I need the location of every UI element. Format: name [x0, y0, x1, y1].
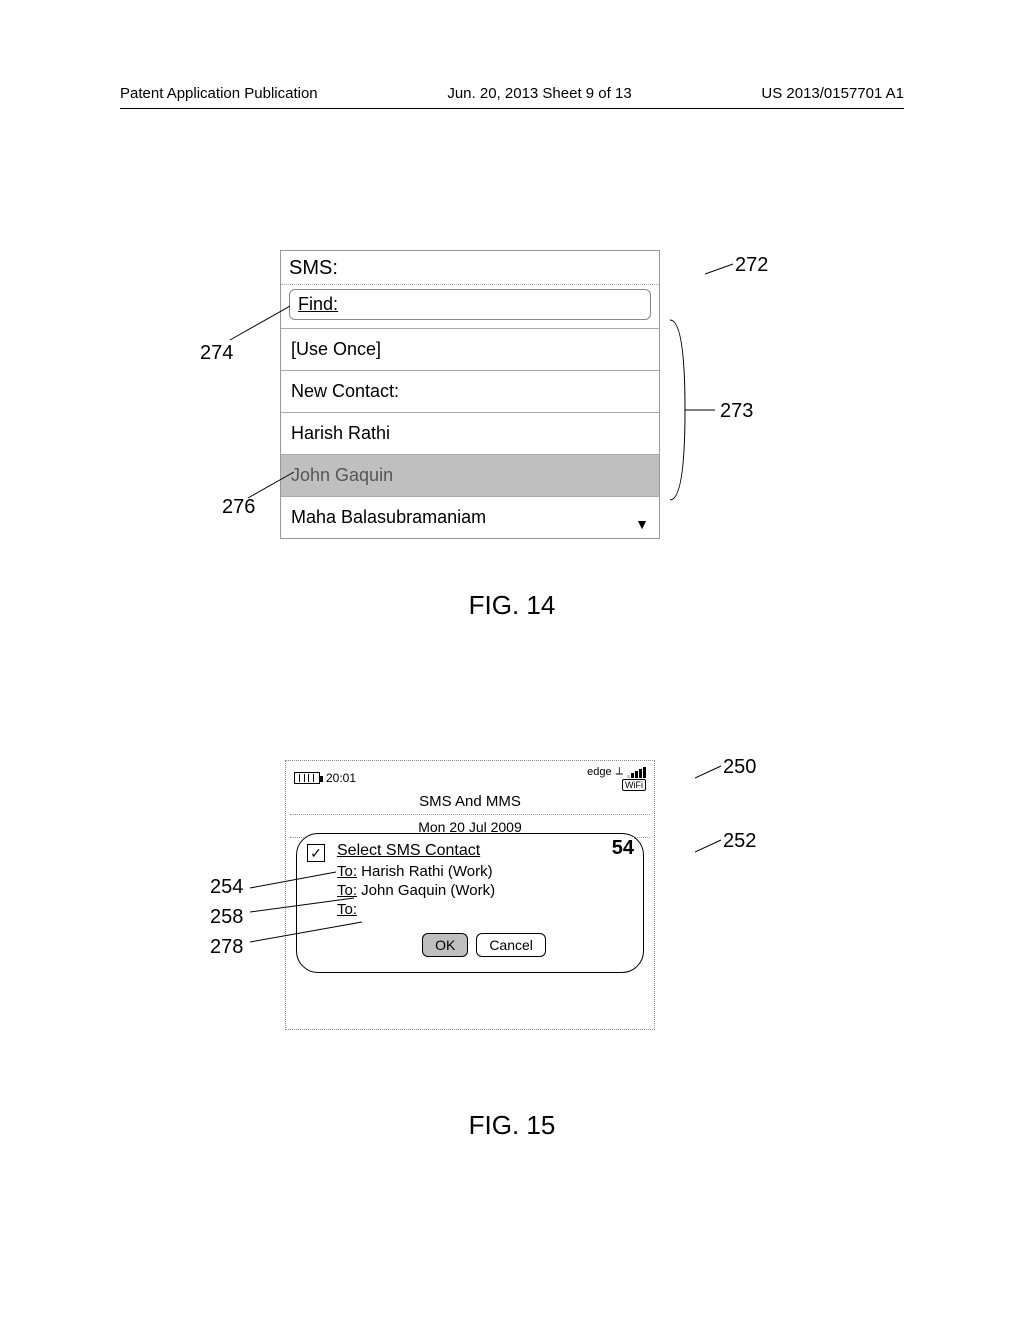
screen-title: SMS And MMS — [286, 791, 654, 814]
ref-274-label: 274 — [200, 342, 233, 365]
fig14-window: SMS: Find: [Use Once] New Contact: Haris… — [280, 250, 660, 539]
option-new-contact[interactable]: New Contact: — [281, 370, 659, 412]
ref-272-label: 272 — [735, 254, 768, 277]
option-contact-2-selected[interactable]: John Gaquin — [281, 454, 659, 496]
to-prefix-1: To: — [337, 863, 357, 880]
ok-button[interactable]: OK — [422, 933, 468, 957]
ref-278-label: 278 — [210, 936, 243, 959]
option-use-once[interactable]: [Use Once] — [281, 328, 659, 370]
signal-icon — [627, 766, 646, 778]
ref-250-label: 250 — [723, 756, 756, 779]
option-contact-1[interactable]: Harish Rathi — [281, 412, 659, 454]
recipient-line-1: To: Harish Rathi (Work) — [337, 862, 631, 881]
recipient-line-2: To: John Gaquin (Work) — [337, 881, 631, 900]
fig14-caption: FIG. 14 — [0, 590, 1024, 621]
header-rule — [120, 108, 904, 109]
ref-54-overlap: 54 — [612, 837, 634, 860]
sms-label: SMS: — [281, 251, 659, 285]
status-time: 20:01 — [326, 771, 356, 785]
header-left: Patent Application Publication — [120, 85, 318, 102]
header-right: US 2013/0157701 A1 — [761, 85, 904, 102]
status-network: edge — [587, 766, 611, 778]
cancel-button[interactable]: Cancel — [476, 933, 546, 957]
find-input[interactable]: Find: — [289, 289, 651, 320]
battery-icon — [294, 772, 320, 784]
antenna-icon: ⟂ — [616, 765, 623, 778]
option-contact-3[interactable]: Maha Balasubramaniam ▼ — [281, 496, 659, 538]
status-bar: 20:01 edge ⟂ WiFi — [286, 761, 654, 791]
ref-252-label: 252 — [723, 830, 756, 853]
page-header: Patent Application Publication Jun. 20, … — [0, 85, 1024, 102]
option-contact-3-label: Maha Balasubramaniam — [291, 507, 486, 527]
ref-273-label: 273 — [720, 400, 753, 423]
to-value-1: Harish Rathi (Work) — [357, 863, 493, 880]
scroll-down-icon[interactable]: ▼ — [635, 516, 649, 532]
header-center: Jun. 20, 2013 Sheet 9 of 13 — [447, 85, 631, 102]
fig15-device-screen: 20:01 edge ⟂ WiFi SMS And MMS Mon 20 Jul… — [285, 760, 655, 1030]
status-wifi: WiFi — [622, 779, 646, 791]
ref-276-label: 276 — [222, 496, 255, 519]
to-value-2: John Gaquin (Work) — [357, 882, 495, 899]
checkbox-icon[interactable]: ✓ — [307, 844, 325, 862]
fig15-caption: FIG. 15 — [0, 1110, 1024, 1141]
recipient-line-3[interactable]: To: — [337, 900, 631, 919]
dialog-title: Select SMS Contact — [337, 842, 631, 860]
